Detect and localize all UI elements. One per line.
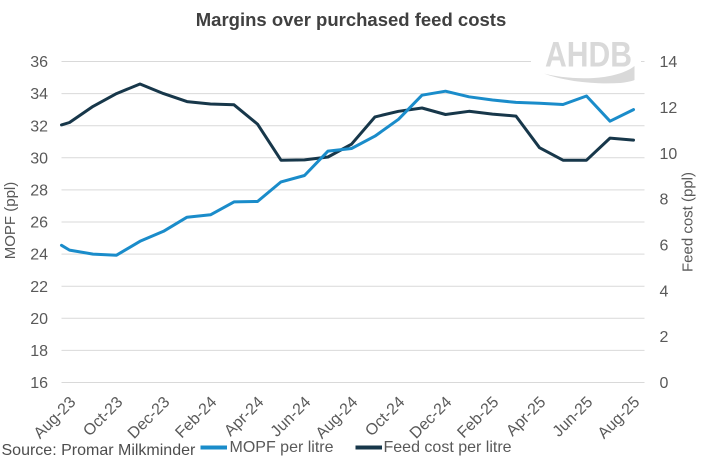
svg-text:MOPF per litre: MOPF per litre xyxy=(230,439,334,456)
svg-text:Feed cost (ppl): Feed cost (ppl) xyxy=(680,172,697,272)
svg-text:2: 2 xyxy=(660,329,669,346)
svg-text:34: 34 xyxy=(30,86,48,103)
svg-text:14: 14 xyxy=(660,54,678,71)
svg-text:32: 32 xyxy=(30,118,48,135)
svg-text:26: 26 xyxy=(30,215,48,232)
svg-text:Source: Promar Milkminder: Source: Promar Milkminder xyxy=(2,442,197,459)
svg-text:Feed cost per litre: Feed cost per litre xyxy=(384,439,512,456)
svg-text:24: 24 xyxy=(30,247,48,264)
svg-text:0: 0 xyxy=(660,375,669,392)
svg-text:30: 30 xyxy=(30,150,48,167)
svg-text:MOPF (ppl): MOPF (ppl) xyxy=(2,182,19,260)
svg-text:28: 28 xyxy=(30,183,48,200)
svg-text:36: 36 xyxy=(30,54,48,71)
svg-text:16: 16 xyxy=(30,375,48,392)
svg-text:AHDB: AHDB xyxy=(545,36,632,75)
svg-text:Margins over purchased feed co: Margins over purchased feed costs xyxy=(196,9,507,30)
svg-text:10: 10 xyxy=(660,146,678,163)
svg-text:20: 20 xyxy=(30,311,48,328)
svg-text:4: 4 xyxy=(660,283,669,300)
svg-text:6: 6 xyxy=(660,238,669,255)
svg-text:18: 18 xyxy=(30,343,48,360)
svg-text:22: 22 xyxy=(30,279,48,296)
svg-text:8: 8 xyxy=(660,192,669,209)
svg-text:12: 12 xyxy=(660,100,678,117)
